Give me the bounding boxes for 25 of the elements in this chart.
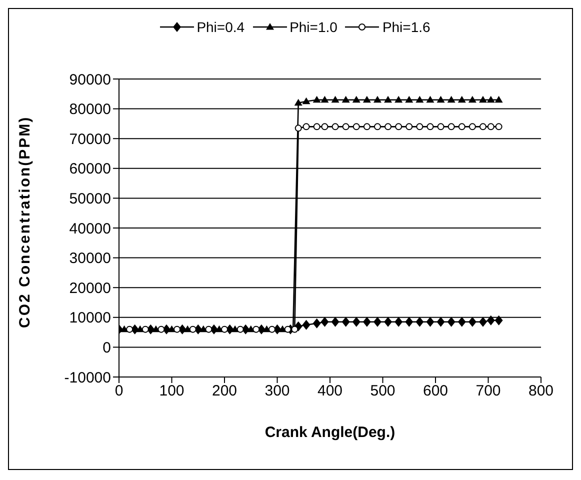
y-axis-title: CO2 Concentration(PPM)	[16, 116, 34, 328]
y-tick-label: -10000	[64, 369, 111, 386]
y-tick-label: 80000	[69, 101, 111, 118]
x-tick-label: 500	[370, 382, 396, 400]
x-tick-label: 100	[159, 382, 184, 400]
x-tick-label: 300	[264, 382, 290, 400]
y-tick-label: 90000	[69, 71, 111, 88]
x-tick-label: 600	[422, 382, 448, 400]
x-tick-label: 800	[528, 382, 554, 400]
x-axis-title: Crank Angle(Deg.)	[264, 424, 396, 441]
y-tick-label: 10000	[69, 310, 111, 327]
x-tick-label: 200	[212, 382, 238, 400]
y-tick-label: 60000	[69, 160, 111, 178]
y-tick-label: 0	[102, 340, 111, 357]
x-tick-label: 0	[114, 382, 124, 400]
legend-label: Phi=1.0	[290, 19, 338, 35]
legend-label: Phi=0.4	[196, 19, 245, 35]
y-tick-label: 70000	[69, 130, 111, 148]
x-tick-label: 400	[317, 382, 343, 400]
x-tick-label: 700	[476, 382, 501, 400]
y-tick-label: 50000	[69, 190, 111, 208]
y-tick-label: 40000	[69, 220, 111, 238]
y-tick-label: 30000	[69, 250, 111, 268]
y-tick-label: 20000	[69, 280, 111, 297]
legend-label: Phi=1.6	[382, 19, 430, 35]
